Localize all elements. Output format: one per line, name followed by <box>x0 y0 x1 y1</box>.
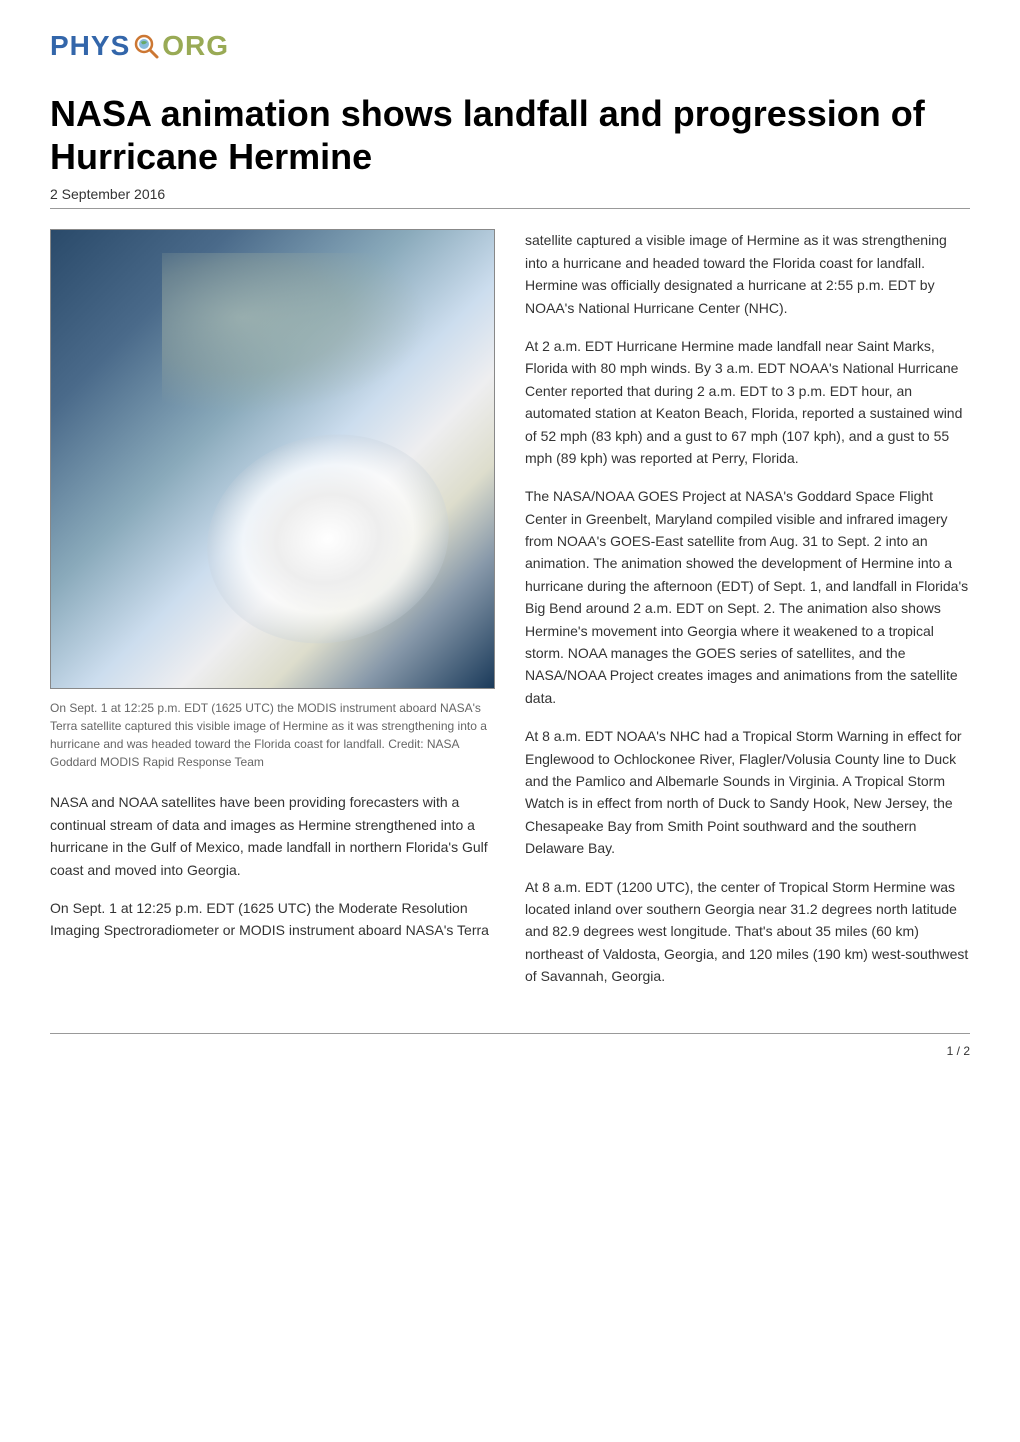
body-paragraph: NASA and NOAA satellites have been provi… <box>50 791 495 881</box>
content-columns: On Sept. 1 at 12:25 p.m. EDT (1625 UTC) … <box>50 229 970 1003</box>
left-column: On Sept. 1 at 12:25 p.m. EDT (1625 UTC) … <box>50 229 495 1003</box>
page-footer: 1 / 2 <box>50 1033 970 1060</box>
logo-text-right: ORG <box>162 30 229 62</box>
article-figure: On Sept. 1 at 12:25 p.m. EDT (1625 UTC) … <box>50 229 495 771</box>
article-title: NASA animation shows landfall and progre… <box>50 92 970 178</box>
site-logo: PHYS ORG <box>50 30 970 62</box>
logo-wrapper: PHYS ORG <box>50 30 970 62</box>
magnifier-globe-icon <box>132 32 160 60</box>
figure-caption: On Sept. 1 at 12:25 p.m. EDT (1625 UTC) … <box>50 699 495 771</box>
body-paragraph: At 8 a.m. EDT NOAA's NHC had a Tropical … <box>525 725 970 859</box>
title-divider <box>50 208 970 209</box>
satellite-image <box>50 229 495 689</box>
body-paragraph: On Sept. 1 at 12:25 p.m. EDT (1625 UTC) … <box>50 897 495 942</box>
body-paragraph: satellite captured a visible image of He… <box>525 229 970 319</box>
body-paragraph: At 2 a.m. EDT Hurricane Hermine made lan… <box>525 335 970 469</box>
right-column: satellite captured a visible image of He… <box>525 229 970 1003</box>
logo-text-left: PHYS <box>50 30 130 62</box>
body-paragraph: At 8 a.m. EDT (1200 UTC), the center of … <box>525 876 970 988</box>
article-date: 2 September 2016 <box>50 186 970 202</box>
page-number: 1 / 2 <box>947 1044 970 1058</box>
body-paragraph: The NASA/NOAA GOES Project at NASA's God… <box>525 485 970 709</box>
